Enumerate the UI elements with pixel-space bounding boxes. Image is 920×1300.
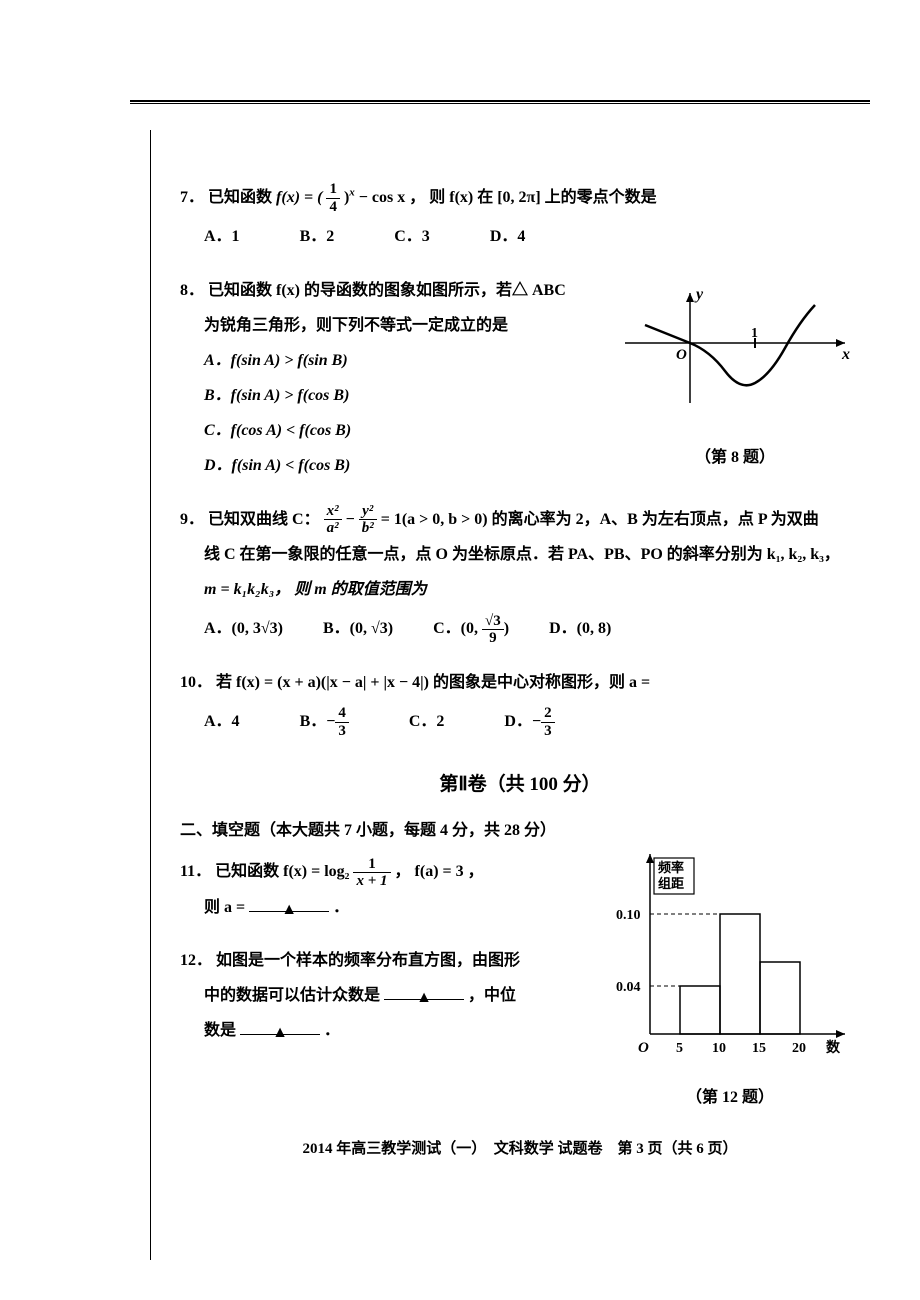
- q7-number: 7．: [180, 189, 204, 206]
- q11-fraction: 1 x + 1: [353, 856, 390, 890]
- q12-xtick-5: 5: [676, 1041, 683, 1056]
- q12-line3a: 数是: [204, 1022, 236, 1039]
- q11-stem2: ， f(a) = 3 ，: [395, 863, 484, 880]
- q12-ylabel-1: 频率: [658, 860, 684, 875]
- q12-figure: 频率 组距 0.10 0.04 O 5 10 15: [600, 844, 860, 1107]
- q8-graph-svg: y x O 1: [610, 283, 860, 423]
- q9-stem3: 线 C 在第一象限的任意一点，点 O 为坐标原点．若 PA、PB、PO 的斜率分…: [204, 546, 840, 563]
- subsection-2: 二、填空题（本大题共 7 小题，每题 4 分，共 28 分）: [180, 816, 860, 840]
- q7-opt-d: D．4: [490, 219, 526, 254]
- q12-line2b: ，中位: [468, 987, 516, 1004]
- q7-exp: x: [349, 187, 355, 199]
- q9-options: A．(0, 3√3) B．(0, √3) C．(0, √3 9 ) D．(0, …: [204, 611, 860, 646]
- q10-number: 10．: [180, 674, 212, 691]
- q7-opt-b: B．2: [300, 219, 335, 254]
- q7-stem-a: 已知函数: [208, 189, 276, 206]
- q12-blank-1: ▲: [384, 982, 464, 1000]
- question-10: 10． 若 f(x) = (x + a)(|x − a| + |x − 4|) …: [180, 665, 860, 740]
- q12-histogram-svg: 频率 组距 0.10 0.04 O 5 10 15: [600, 844, 860, 1074]
- q12-xlabel: 数: [826, 1039, 841, 1056]
- q12-ylabel-2: 组距: [658, 876, 684, 891]
- q8-y-label: y: [694, 286, 704, 303]
- q9-opt-a: A．(0, 3√3): [204, 611, 283, 646]
- q9-number: 9．: [180, 511, 204, 528]
- q8-options: A．f(sin A) > f(sin B) B．f(sin A) > f(cos…: [204, 343, 600, 484]
- q10-opt-c: C．2: [409, 704, 445, 739]
- q8-figure: y x O 1 （第 8 题）: [610, 283, 860, 475]
- q12-ytick-010: 0.10: [616, 908, 641, 923]
- q12-xtick-20: 20: [792, 1041, 806, 1056]
- q12-line1: 如图是一个样本的频率分布直方图，由图形: [216, 952, 520, 969]
- question-11: 11． 已知函数 f(x) = log₂ 1 x + 1 ， f(a) = 3 …: [180, 854, 600, 925]
- q12-bar-3: [760, 962, 800, 1034]
- q9-stem1: 已知双曲线 C：: [208, 511, 320, 528]
- q10-opt-b: B．− 4 3: [300, 704, 349, 739]
- page-content: 7． 已知函数 f(x) = ( 1 4 )x − cos x ， 则 f(x)…: [0, 0, 920, 1198]
- q12-origin: O: [638, 1040, 649, 1056]
- q9-stem4: m = k₁k₂k₃， 则 m 的取值范围为: [204, 581, 427, 598]
- q11-stem3: 则 a =: [204, 899, 249, 916]
- q12-ytick-004: 0.04: [616, 980, 641, 995]
- q8-number: 8．: [180, 282, 204, 299]
- q8-curve: [645, 305, 815, 385]
- q9-frac2: y² b²: [359, 503, 377, 537]
- q7-fx1: f(x) = (: [276, 189, 322, 206]
- q10-opt-d: D．− 2 3: [504, 704, 554, 739]
- q12-bar-1: [680, 986, 720, 1034]
- q8-caption: （第 8 题）: [610, 440, 860, 475]
- q7-fx3: − cos x ， 则 f(x) 在 [0, 2π] 上的零点个数是: [359, 189, 657, 206]
- q7-options: A．1 B．2 C．3 D．4: [204, 219, 860, 254]
- q8-line2: 为锐角三角形，则下列不等式一定成立的是: [204, 317, 508, 334]
- q8-line1: 已知函数 f(x) 的导函数的图象如图所示，若△ ABC: [208, 282, 566, 299]
- q8-x-label: x: [841, 346, 850, 363]
- question-9: 9． 已知双曲线 C： x² a² − y² b² = 1(a > 0, b >…: [180, 502, 860, 647]
- q7-fraction: 1 4: [326, 181, 340, 215]
- q12-bar-2: [720, 914, 760, 1034]
- q8-tick-1: 1: [751, 326, 758, 341]
- q12-xtick-15: 15: [752, 1041, 766, 1056]
- q12-number: 12．: [180, 952, 212, 969]
- q12-line3b: ．: [324, 1022, 340, 1039]
- q11-stem4: ．: [333, 899, 349, 916]
- question-8: 8． 已知函数 f(x) 的导函数的图象如图所示，若△ ABC 为锐角三角形，则…: [180, 273, 860, 484]
- q8-opt-d: D．f(sin A) < f(cos B): [204, 457, 350, 474]
- q8-opt-c: C．f(cos A) < f(cos B): [204, 422, 351, 439]
- q9-opt-c: C．(0, √3 9 ): [433, 611, 509, 646]
- q11-stem1: 已知函数 f(x) = log₂: [215, 863, 353, 880]
- section-2-title: 第Ⅱ卷（共 100 分）: [180, 769, 860, 796]
- q12-xtick-10: 10: [712, 1041, 726, 1056]
- q8-origin-label: O: [676, 347, 687, 363]
- q12-caption: （第 12 题）: [600, 1083, 860, 1107]
- q9-stem2: = 1(a > 0, b > 0) 的离心率为 2，A、B 为左右顶点，点 P …: [381, 511, 819, 528]
- q11-number: 11．: [180, 863, 211, 880]
- question-12: 12． 如图是一个样本的频率分布直方图，由图形 中的数据可以估计众数是 ▲ ，中…: [180, 943, 600, 1049]
- q11-blank: ▲: [249, 894, 329, 912]
- q8-opt-b: B．f(sin A) > f(cos B): [204, 387, 349, 404]
- q9-opt-b: B．(0, √3): [323, 611, 393, 646]
- question-7: 7． 已知函数 f(x) = ( 1 4 )x − cos x ， 则 f(x)…: [180, 180, 860, 255]
- q9-opt-d: D．(0, 8): [549, 611, 611, 646]
- q12-line2a: 中的数据可以估计众数是: [204, 987, 380, 1004]
- q7-opt-c: C．3: [394, 219, 430, 254]
- q10-options: A．4 B．− 4 3 C．2 D．− 2 3: [204, 704, 860, 739]
- q12-blank-2: ▲: [240, 1017, 320, 1035]
- page-footer: 2014 年高三教学测试（一） 文科数学 试题卷 第 3 页（共 6 页）: [180, 1137, 860, 1158]
- q10-opt-a: A．4: [204, 704, 240, 739]
- q9-frac1: x² a²: [324, 503, 342, 537]
- q7-opt-a: A．1: [204, 219, 240, 254]
- q10-stem: 若 f(x) = (x + a)(|x − a| + |x − 4|) 的图象是…: [216, 674, 650, 691]
- q8-opt-a: A．f(sin A) > f(sin B): [204, 352, 348, 369]
